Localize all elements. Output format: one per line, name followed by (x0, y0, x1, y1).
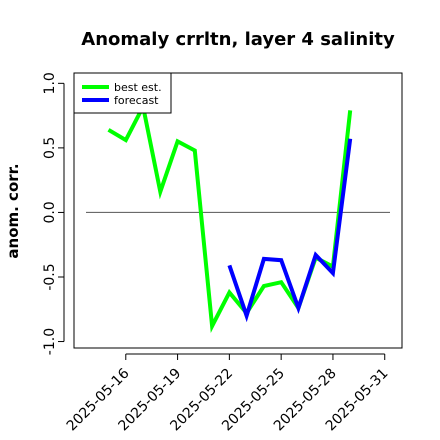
plot-frame (73, 72, 403, 349)
x-axis: 2025-05-162025-05-192025-05-222025-05-25… (64, 353, 392, 434)
series-line-forecast (227, 138, 353, 323)
chart-title: Anomaly crrltn, layer 4 salinity (81, 29, 395, 50)
y-tick-label: 1.0 (42, 72, 58, 94)
legend-label: forecast (114, 94, 159, 107)
legend-box (73, 72, 172, 114)
y-tick-label: 0.5 (42, 137, 58, 159)
series-layer (107, 100, 353, 334)
legend-label: best est. (114, 81, 162, 94)
y-tick-label: -1.0 (42, 328, 58, 355)
y-tick-label: -0.5 (42, 263, 58, 290)
series-line-best-est (107, 100, 353, 334)
y-axis-label: anom. corr. (4, 163, 22, 258)
y-axis: -1.0 -0.5 0.0 0.5 1.0 (42, 72, 65, 355)
y-tick-label: 0.0 (42, 201, 58, 223)
legend: best est.forecast (73, 72, 172, 114)
